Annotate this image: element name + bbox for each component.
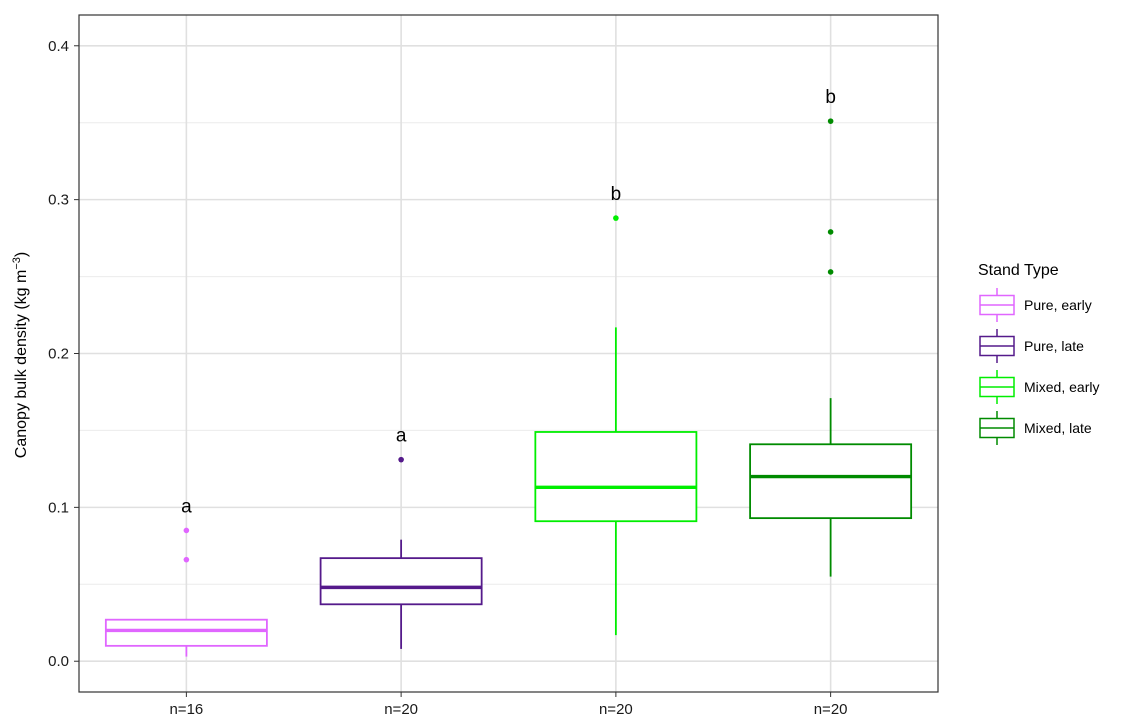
box-2 <box>319 456 483 649</box>
y-tick-label: 0.1 <box>48 499 69 516</box>
legend-label: Pure, late <box>1024 338 1084 354</box>
legend-item: Pure, late <box>979 329 1084 363</box>
box-4 <box>749 118 913 577</box>
y-axis: 0.0 0.1 0.2 0.3 0.4 <box>48 38 79 670</box>
x-tick-label: n=20 <box>384 701 418 718</box>
outlier-point <box>827 269 834 275</box>
x-tick-label: n=20 <box>814 701 848 718</box>
significance-letter: a <box>396 426 407 447</box>
box-1 <box>104 527 268 657</box>
outlier-point <box>827 229 834 235</box>
legend-item: Pure, early <box>979 288 1092 322</box>
y-axis-title-main: Canopy bulk density (kg m <box>13 270 30 459</box>
significance-letters: a a b b <box>181 87 836 517</box>
legend-label: Mixed, late <box>1024 420 1092 436</box>
significance-letter: b <box>825 87 836 108</box>
box-iqr <box>749 443 913 520</box>
grid-lines <box>79 15 938 692</box>
y-tick-label: 0.3 <box>48 192 69 209</box>
outlier-point <box>183 527 190 534</box>
y-tick-label: 0.4 <box>48 38 69 55</box>
legend-label: Mixed, early <box>1024 379 1099 395</box>
box-iqr <box>534 431 698 523</box>
significance-letter: a <box>181 496 192 517</box>
y-axis-title-close: ) <box>13 252 30 257</box>
legend-item: Mixed, early <box>979 370 1099 404</box>
x-axis: n=16 n=20 n=20 n=20 <box>169 692 848 718</box>
outlier-point <box>827 118 834 124</box>
legend-title: Stand Type <box>978 262 1059 279</box>
outlier-point <box>183 556 190 563</box>
y-tick-label: 0.2 <box>48 346 69 363</box>
legend: Stand Type Pure, early Pure, late Mixed, e… <box>978 262 1099 445</box>
box-iqr <box>319 557 483 606</box>
y-tick-label: 0.0 <box>48 653 69 670</box>
legend-item: Mixed, late <box>979 411 1092 445</box>
box-marks <box>104 118 913 657</box>
legend-label: Pure, early <box>1024 297 1092 313</box>
box-3 <box>534 215 698 636</box>
box-iqr <box>104 618 268 647</box>
significance-letter: b <box>611 184 622 205</box>
outlier-point <box>398 456 404 463</box>
y-axis-title: Canopy bulk density (kg m−3) <box>11 252 30 458</box>
x-tick-label: n=20 <box>599 701 633 718</box>
y-axis-title-superscript: −3 <box>11 257 23 270</box>
x-tick-label: n=16 <box>169 701 203 718</box>
outlier-point <box>613 215 619 221</box>
